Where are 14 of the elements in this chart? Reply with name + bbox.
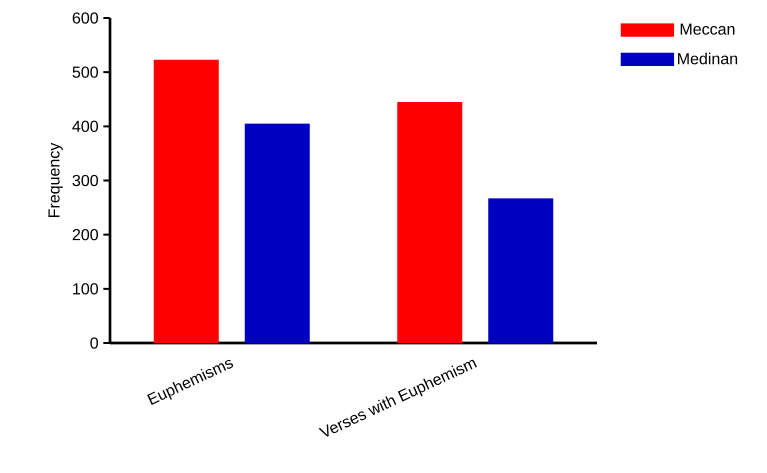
legend-label: Meccan (680, 24, 734, 35)
y-tick-label: 400 (72, 120, 98, 132)
y-tick-label: 600 (72, 12, 98, 24)
bar (488, 198, 554, 343)
bar (397, 102, 462, 343)
legend-label: Medinan (678, 52, 738, 64)
y-axis-title: Frequency (48, 142, 63, 217)
y-tick-label: 500 (72, 66, 98, 78)
y-tick-label: 0 (90, 337, 98, 349)
bar (154, 60, 219, 343)
y-tick-label: 300 (72, 174, 98, 186)
y-tick-label: 100 (73, 283, 98, 294)
y-tick-label: 200 (72, 228, 98, 240)
bar (244, 124, 310, 343)
